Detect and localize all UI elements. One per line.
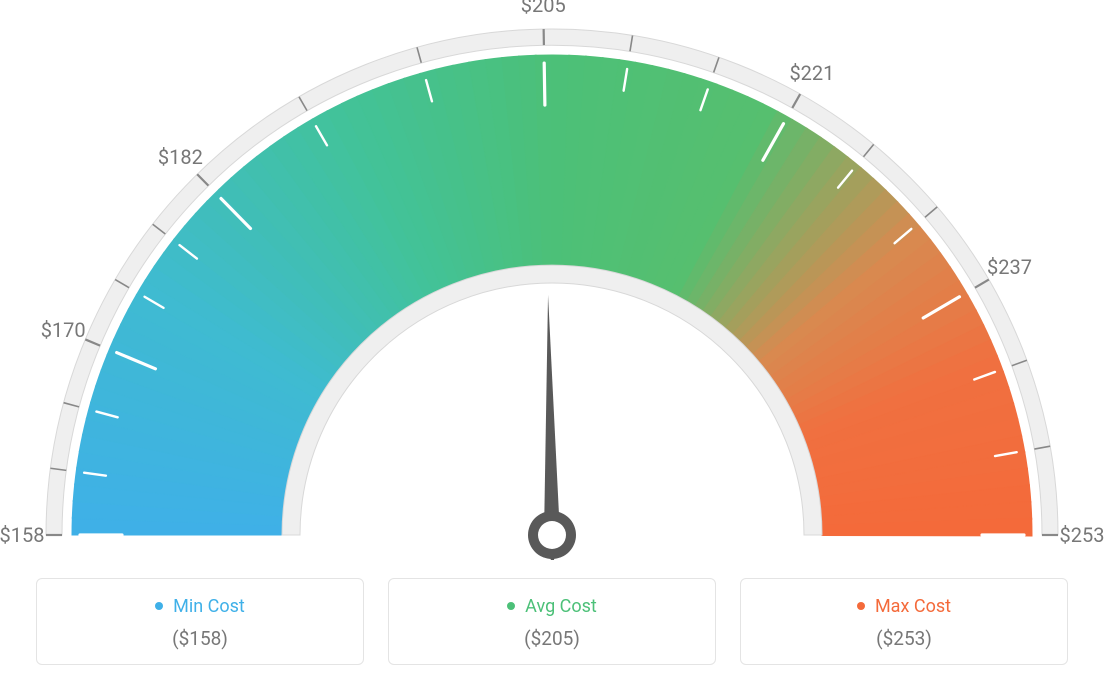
legend-title-text: Max Cost [875,596,951,617]
legend-value-max: ($253) [753,627,1055,650]
legend-value-min: ($158) [49,627,351,650]
legend-title-max: Max Cost [857,596,951,617]
legend-card-max: Max Cost ($253) [740,578,1068,665]
legend-title-text: Avg Cost [525,596,597,617]
gauge-tick-label: $158 [0,523,44,547]
legend-title-text: Min Cost [173,596,245,617]
gauge-tick-label: $182 [158,145,203,169]
legend-value-avg: ($205) [401,627,703,650]
gauge-tick-label: $170 [41,318,86,342]
legend-title-avg: Avg Cost [507,596,597,617]
dot-icon [507,602,515,610]
dot-icon [857,602,865,610]
gauge-tick-label: $221 [789,61,834,85]
legend-title-min: Min Cost [155,596,245,617]
dot-icon [155,602,163,610]
legend-card-min: Min Cost ($158) [36,578,364,665]
legend-card-avg: Avg Cost ($205) [388,578,716,665]
legend-row: Min Cost ($158) Avg Cost ($205) Max Cost… [0,578,1104,665]
gauge-tick-label: $205 [521,0,566,17]
gauge-svg [0,0,1104,560]
gauge-container: $158 $170 $182 $205 $221 $237 $253 [0,0,1104,560]
gauge-tick-label: $253 [1060,523,1104,547]
gauge-tick-label: $237 [987,255,1032,279]
